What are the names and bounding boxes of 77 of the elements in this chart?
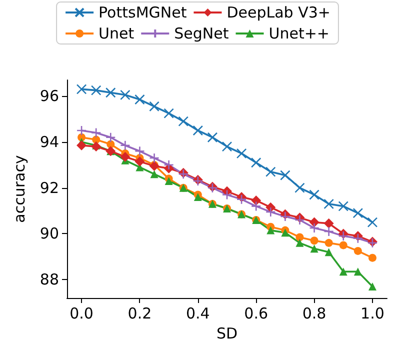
- point: [354, 246, 362, 255]
- legend-label: PottsMGNet: [98, 4, 187, 22]
- point: [310, 244, 318, 253]
- point: [91, 142, 102, 152]
- point: [280, 170, 290, 180]
- point: [222, 190, 232, 200]
- legend-label: SegNet: [174, 24, 229, 42]
- point: [149, 161, 160, 172]
- point: [178, 116, 189, 126]
- legend-label: Unet++: [268, 24, 330, 42]
- point: [134, 156, 145, 166]
- point: [296, 233, 304, 242]
- point: [120, 152, 130, 162]
- point: [134, 146, 145, 156]
- point: [250, 157, 262, 168]
- point: [324, 238, 333, 247]
- point: [76, 140, 87, 150]
- point: [105, 132, 116, 143]
- point: [339, 241, 348, 250]
- point: [368, 254, 376, 262]
- point: [120, 140, 130, 151]
- y-tick-label: 92: [40, 178, 59, 197]
- point: [150, 170, 158, 178]
- point: [192, 125, 204, 136]
- point: [194, 193, 202, 202]
- point: [339, 268, 348, 276]
- point: [324, 218, 334, 228]
- point: [310, 236, 318, 245]
- point: [149, 152, 160, 164]
- x-tick-label: 1.0: [360, 304, 384, 322]
- point: [120, 90, 130, 100]
- point: [105, 87, 116, 98]
- x-tick-label: 0.6: [244, 304, 268, 322]
- legend-label: Unet: [98, 24, 134, 42]
- x-axis-title: SD: [216, 324, 238, 342]
- point: [281, 228, 290, 237]
- point: [251, 195, 262, 206]
- point: [265, 206, 276, 218]
- point: [296, 238, 304, 247]
- point: [90, 85, 102, 96]
- x-tick-label: 0.4: [186, 304, 210, 322]
- point: [309, 190, 320, 200]
- legend-label: DeepLab V3+: [226, 4, 330, 22]
- point: [368, 282, 376, 291]
- point: [338, 201, 349, 212]
- point: [222, 141, 232, 152]
- point: [164, 160, 174, 170]
- x-tick-label: 0.2: [128, 304, 152, 322]
- x-tick-label: 0.8: [302, 304, 326, 322]
- point: [250, 201, 262, 212]
- point: [207, 132, 218, 143]
- point: [76, 84, 87, 94]
- point: [309, 222, 320, 234]
- point: [90, 128, 102, 138]
- point: [352, 208, 364, 218]
- point: [324, 226, 334, 237]
- point: [324, 198, 334, 210]
- y-tick-label: 96: [40, 87, 59, 106]
- point: [164, 108, 174, 118]
- point: [294, 182, 305, 194]
- point: [134, 94, 145, 105]
- y-tick-label: 88: [40, 270, 59, 289]
- point: [324, 248, 333, 256]
- point: [265, 166, 276, 177]
- point: [236, 148, 247, 159]
- point: [294, 214, 305, 226]
- point: [354, 268, 362, 276]
- x-tick-label: 0.0: [70, 304, 94, 322]
- y-axis-title: accuracy: [10, 155, 28, 223]
- point: [266, 226, 275, 234]
- point: [280, 211, 290, 222]
- y-tick-label: 90: [40, 224, 59, 243]
- y-tick-label: 94: [40, 132, 59, 151]
- point: [338, 230, 349, 242]
- point: [76, 125, 87, 136]
- point: [149, 101, 160, 112]
- point: [367, 217, 378, 228]
